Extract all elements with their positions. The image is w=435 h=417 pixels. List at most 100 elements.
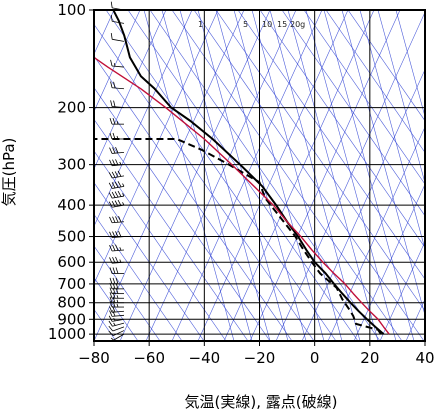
skew-line bbox=[353, 183, 425, 341]
wind-barb-flag bbox=[111, 182, 116, 189]
wind-barb-flag bbox=[117, 170, 122, 177]
mixing-ratio-line bbox=[341, 10, 425, 317]
mixing-ratio-line bbox=[359, 10, 425, 251]
wind-barb-flag bbox=[111, 191, 116, 198]
wind-barb-flag bbox=[110, 15, 113, 22]
parcel-line bbox=[94, 56, 390, 335]
wind-barb-half bbox=[119, 259, 122, 263]
y-tick-label: 200 bbox=[57, 99, 86, 117]
wind-barb-staff bbox=[112, 185, 125, 189]
wind-barb-flag bbox=[111, 200, 116, 207]
wind-barb-flag bbox=[109, 287, 113, 294]
wind-barb-staff bbox=[112, 318, 125, 322]
wind-barb-flag bbox=[117, 190, 122, 197]
wind-barb-staff bbox=[112, 106, 125, 108]
wind-barb-flag bbox=[108, 330, 114, 336]
wind-barb-staff bbox=[112, 326, 125, 332]
adiabat-line bbox=[347, 10, 425, 122]
wind-barb-flag bbox=[109, 159, 113, 166]
wind-barb-flag bbox=[109, 277, 113, 285]
wind-barb-flag bbox=[115, 146, 119, 154]
y-tick-label: 800 bbox=[57, 294, 86, 312]
wind-barb-half bbox=[113, 63, 116, 67]
wind-barb-flag bbox=[108, 192, 113, 199]
adiabat-line bbox=[94, 23, 315, 341]
wind-barb-flag bbox=[110, 100, 113, 107]
wind-barb-flag bbox=[109, 296, 113, 303]
adiabat-line bbox=[281, 10, 425, 217]
mixing-ratio-line bbox=[179, 10, 271, 341]
wind-barb-flag bbox=[110, 59, 113, 67]
temperature-line bbox=[112, 10, 385, 335]
adiabat-line bbox=[325, 10, 425, 153]
adiabat-line bbox=[215, 10, 425, 312]
x-tick-label: −80 bbox=[78, 349, 110, 367]
wind-barb-flag bbox=[115, 267, 119, 274]
x-tick-labels: −80 −60 −40 −20 0 20 40 bbox=[78, 341, 435, 367]
mixing-ratio-label: 20g bbox=[290, 20, 305, 29]
wind-barb-flag bbox=[113, 81, 116, 89]
wind-barb-flag bbox=[115, 159, 119, 166]
mixing-ratio-line bbox=[305, 10, 397, 341]
wind-barb-staff bbox=[112, 314, 125, 317]
wind-barb-half bbox=[122, 193, 125, 197]
dewpoint-line bbox=[94, 138, 382, 335]
wind-barb-flag bbox=[109, 132, 113, 140]
wind-barb-flag bbox=[117, 181, 122, 188]
skew-line bbox=[94, 10, 245, 341]
wind-barb-half bbox=[116, 121, 119, 125]
wind-barb-flag bbox=[108, 315, 113, 322]
wind-barb-flag bbox=[112, 257, 116, 264]
skew-line bbox=[197, 10, 349, 341]
wind-barb-flag bbox=[115, 231, 119, 238]
mixing-ratio-line bbox=[215, 10, 307, 341]
skew-line bbox=[327, 126, 425, 341]
wind-barb-flag bbox=[112, 244, 116, 251]
wind-barb-flag bbox=[108, 325, 114, 332]
wind-barb-staff bbox=[112, 65, 125, 68]
wind-barb-flag bbox=[109, 306, 113, 313]
adiabat-line bbox=[94, 55, 293, 341]
wind-barb-flag bbox=[108, 182, 113, 189]
wind-barb-flag bbox=[112, 132, 116, 140]
wind-barb-flag bbox=[114, 171, 119, 178]
adiabat-line bbox=[171, 10, 403, 341]
mixing-ratio-label: 5 bbox=[243, 20, 248, 29]
wind-barb-half bbox=[116, 299, 119, 303]
wind-barb-flag bbox=[109, 300, 113, 308]
wind-barb-half bbox=[122, 202, 125, 206]
adiabat-line bbox=[94, 182, 205, 341]
wind-barb-flag bbox=[109, 231, 113, 238]
mixing-ratio-line bbox=[395, 10, 425, 118]
wind-barb-flag bbox=[109, 292, 113, 299]
wind-barb-flag bbox=[109, 282, 113, 289]
mixing-ratio-label: 1 bbox=[198, 20, 203, 29]
adiabat-line bbox=[94, 213, 183, 341]
wind-barb-flag bbox=[112, 267, 116, 274]
wind-barb-flag bbox=[114, 200, 119, 207]
mixing-ratio-line bbox=[377, 10, 425, 184]
skew-line bbox=[379, 240, 425, 341]
mixing-ratio-label: 15 bbox=[277, 20, 287, 29]
wind-barb-flag bbox=[118, 230, 122, 237]
wind-barb-staff bbox=[112, 38, 125, 42]
wind-barb-flag bbox=[112, 231, 116, 238]
wind-barb-flag bbox=[109, 267, 113, 274]
adiabat-line bbox=[303, 10, 425, 185]
wind-barb-flag bbox=[108, 201, 113, 208]
wind-barb-half bbox=[116, 295, 119, 299]
wind-barb-flag bbox=[112, 118, 116, 125]
wind-barb-flag bbox=[112, 159, 116, 166]
adiabat-line bbox=[94, 87, 271, 341]
wind-barb-flag bbox=[115, 216, 119, 223]
y-tick-label: 100 bbox=[57, 1, 86, 19]
skew-line bbox=[119, 10, 271, 341]
wind-barb-flag bbox=[110, 81, 113, 88]
y-axis-label: 気圧(hPa) bbox=[0, 138, 18, 207]
x-tick-label: −20 bbox=[244, 349, 276, 367]
x-tick-label: 0 bbox=[310, 349, 320, 367]
wind-barb-flag bbox=[108, 172, 113, 179]
skew-line bbox=[94, 10, 219, 285]
wind-barb-flag bbox=[109, 245, 113, 252]
